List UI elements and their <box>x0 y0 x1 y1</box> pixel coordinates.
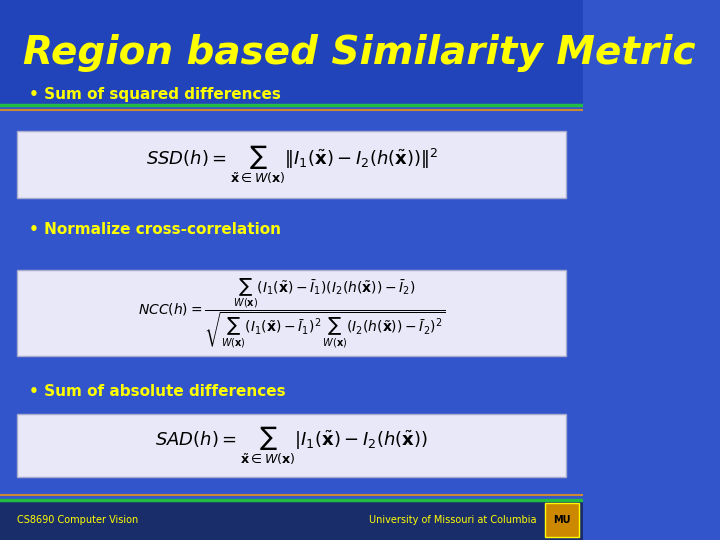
Text: $NCC(h) = \dfrac{\sum_{W(\mathbf{x})}(I_1(\tilde{\mathbf{x}})-\bar{I}_1)(I_2(h(\: $NCC(h) = \dfrac{\sum_{W(\mathbf{x})}(I_… <box>138 276 446 350</box>
FancyBboxPatch shape <box>17 270 566 356</box>
Text: $SAD(h) = \sum_{\tilde{\mathbf{x}} \in W(\mathbf{x})} |I_1(\tilde{\mathbf{x}}) -: $SAD(h) = \sum_{\tilde{\mathbf{x}} \in W… <box>156 424 428 467</box>
FancyBboxPatch shape <box>0 500 583 540</box>
Text: CS8690 Computer Vision: CS8690 Computer Vision <box>17 515 139 525</box>
Text: University of Missouri at Columbia: University of Missouri at Columbia <box>369 515 536 525</box>
FancyBboxPatch shape <box>17 415 566 476</box>
FancyBboxPatch shape <box>17 131 566 199</box>
Text: • Sum of absolute differences: • Sum of absolute differences <box>29 384 286 399</box>
Text: $SSD(h) = \sum_{\tilde{\mathbf{x}} \in W(\mathbf{x})} \|I_1(\tilde{\mathbf{x}}) : $SSD(h) = \sum_{\tilde{\mathbf{x}} \in W… <box>145 144 438 186</box>
Text: MU: MU <box>553 515 571 525</box>
Text: • Sum of squared differences: • Sum of squared differences <box>29 87 281 102</box>
FancyBboxPatch shape <box>0 0 583 105</box>
Text: Region based Similarity Metric: Region based Similarity Metric <box>23 33 696 72</box>
FancyBboxPatch shape <box>545 503 578 537</box>
Text: • Normalize cross-correlation: • Normalize cross-correlation <box>29 222 281 237</box>
